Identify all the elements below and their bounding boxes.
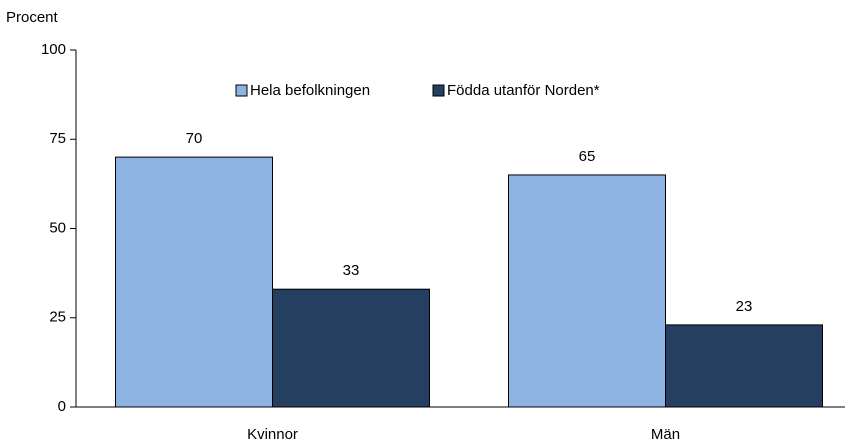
legend-swatch (432, 84, 445, 97)
legend-swatch (235, 84, 248, 97)
x-tick-label: Män (651, 426, 680, 443)
data-label: 65 (579, 148, 596, 165)
bar (508, 174, 666, 408)
legend-label: Hela befolkningen (250, 82, 370, 99)
bar (665, 324, 823, 408)
x-tick-label: Kvinnor (247, 426, 298, 443)
data-label: 23 (736, 298, 753, 315)
legend-label: Födda utanför Norden* (447, 82, 600, 99)
data-label: 33 (343, 262, 360, 279)
y-tick-label: 0 (58, 398, 66, 415)
y-tick-label: 25 (49, 309, 66, 326)
y-tick-label: 75 (49, 130, 66, 147)
bar (272, 288, 430, 408)
y-tick-label: 50 (49, 219, 66, 236)
data-label: 70 (186, 130, 203, 147)
bar (115, 156, 273, 408)
y-tick-label: 100 (41, 41, 66, 58)
y-axis-label: Procent (6, 9, 59, 26)
